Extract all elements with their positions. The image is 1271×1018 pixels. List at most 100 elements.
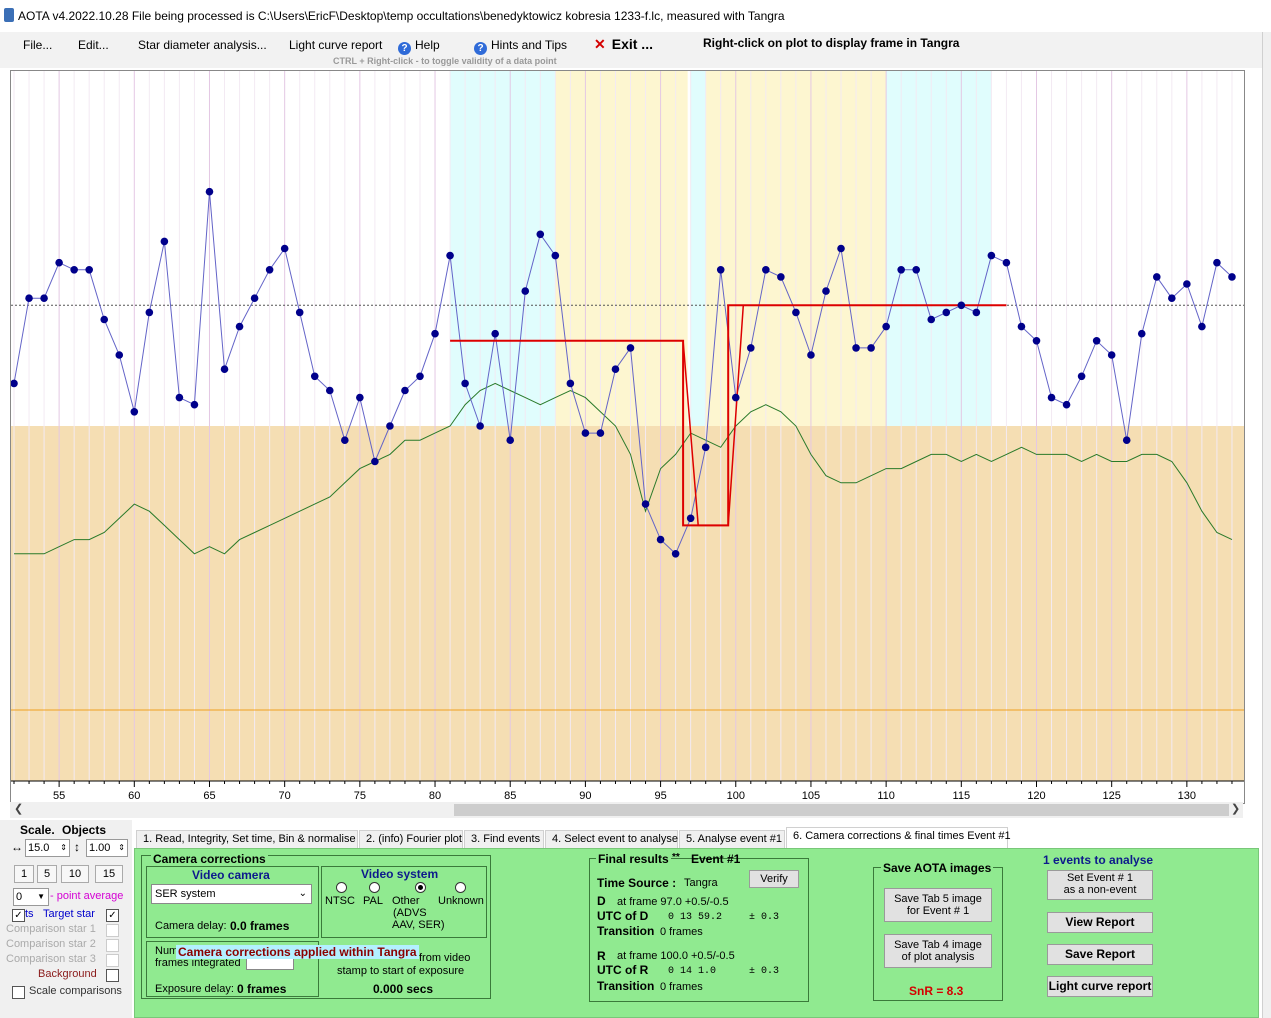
x-tick-label: 100 (727, 790, 745, 802)
data-point (310, 372, 319, 381)
x-tick-label: 120 (1027, 790, 1045, 802)
data-point (461, 379, 469, 388)
menu-help[interactable]: ? Help (398, 38, 440, 55)
scroll-thumb[interactable] (454, 804, 1229, 816)
data-point (190, 400, 199, 409)
save-tab4-button[interactable]: Save Tab 4 image of plot analysis (884, 934, 992, 968)
final-results-title: Final results (596, 852, 671, 866)
set-non-event-line2: as a non-event (1063, 884, 1137, 896)
data-point (822, 287, 830, 295)
scale-comparisons-checkbox[interactable] (12, 986, 25, 999)
tab-camera-corrections[interactable]: 6. Camera corrections & final times Even… (786, 827, 1011, 849)
scroll-left-arrow[interactable]: ❮ (14, 803, 24, 815)
r-label: R (597, 949, 606, 963)
from-video-label-2: stamp to start of exposure (337, 965, 465, 977)
scroll-right-arrow[interactable]: ❯ (1231, 803, 1241, 815)
other-detail-1: (ADVS (393, 907, 427, 919)
light-curve-report-button[interactable]: Light curve report (1047, 976, 1153, 997)
x-tick-label: 85 (504, 790, 516, 802)
title-bar: AOTA v4.2022.10.28 File being processed … (0, 0, 1271, 33)
event-transition-line (682, 305, 745, 527)
utc-d-value: 0 13 59.2 (668, 912, 723, 923)
final-results-group (589, 858, 809, 1002)
save-tab5-button[interactable]: Save Tab 5 image for Event # 1 (884, 888, 992, 922)
comparison-star-1-checkbox[interactable] (106, 924, 119, 937)
tab-read-integrity[interactable]: 1. Read, Integrity, Set time, Bin & norm… (136, 830, 358, 848)
data-point (401, 386, 409, 395)
data-point (55, 258, 63, 267)
num-frames-label-1: Num (155, 945, 179, 957)
final-results-stars: ** (672, 852, 680, 863)
right-edge-strip (1262, 32, 1271, 1018)
menu-light-curve-report[interactable]: Light curve report (289, 38, 383, 52)
plot-scrollbar[interactable]: ❮ ❯ (10, 802, 1243, 818)
search-band (690, 71, 706, 426)
menu-star-diameter[interactable]: Star diameter analysis... (138, 38, 267, 52)
set-non-event-line1: Set Event # 1 (1066, 872, 1134, 884)
point-average-label: - point average (50, 890, 124, 902)
vertical-scale-spinner[interactable]: 1.00 ⇕ (86, 839, 128, 857)
ctrl-hint: CTRL + Right-click - to toggle validity … (333, 56, 557, 66)
comparison-star-3-checkbox[interactable] (106, 954, 119, 967)
target-star-checkbox[interactable]: ✓ (106, 909, 119, 922)
data-point (115, 351, 124, 359)
menu-hints[interactable]: ? Hints and Tips (474, 38, 567, 55)
unknown-radio[interactable] (455, 882, 466, 893)
menu-file[interactable]: File... (23, 38, 53, 52)
scale-button-10[interactable]: 10 (61, 865, 89, 883)
points-checkbox[interactable]: ✓ (12, 909, 25, 922)
menu-exit[interactable]: ✕ Exit ... (594, 36, 653, 53)
data-point (371, 457, 379, 466)
verify-button[interactable]: Verify (749, 870, 799, 888)
data-point (130, 408, 139, 416)
scale-button-1[interactable]: 1 (14, 865, 34, 883)
data-point (641, 500, 650, 508)
ntsc-radio[interactable] (336, 882, 347, 893)
camera-select[interactable]: SER system ⌄ (151, 884, 312, 904)
set-non-event-button[interactable]: Set Event # 1 as a non-event (1047, 870, 1153, 900)
data-point (265, 266, 274, 274)
view-report-button[interactable]: View Report (1047, 912, 1153, 933)
data-point (521, 287, 530, 295)
scale-comparisons-label: Scale comparisons (29, 985, 122, 997)
tab-select-event[interactable]: 4. Select event to analyse (545, 830, 678, 848)
menu-bar: File... Edit... Star diameter analysis..… (0, 32, 1262, 68)
data-point (942, 308, 951, 317)
data-point (747, 344, 755, 352)
horizontal-scale-spinner[interactable]: 15.0 ⇕ (25, 839, 70, 857)
point-average-select[interactable]: 0 ▼ (13, 888, 49, 906)
other-radio[interactable] (415, 882, 426, 893)
video-system-title: Video system (361, 867, 439, 881)
data-point (220, 365, 229, 374)
app-icon (4, 8, 14, 22)
data-point (1213, 258, 1221, 267)
pal-radio[interactable] (369, 882, 380, 893)
event-band (555, 71, 688, 426)
r-transition-value: 0 frames (660, 981, 703, 993)
plot-canvas[interactable]: 55 60 65 70 75 80 85 90 95 100 105 110 115 120 125 130 (11, 71, 1244, 803)
tab-fourier[interactable]: 2. (info) Fourier plot (359, 830, 463, 848)
data-point (431, 329, 439, 338)
menu-help-label: Help (415, 38, 440, 52)
data-point (1062, 400, 1071, 409)
data-point (11, 379, 18, 388)
scale-button-5[interactable]: 5 (37, 865, 57, 883)
save-report-button[interactable]: Save Report (1047, 944, 1153, 965)
tab-find-events[interactable]: 3. Find events (464, 830, 544, 848)
background-checkbox[interactable] (106, 969, 119, 982)
events-count-label: 1 events to analyse (1043, 853, 1154, 867)
scale-button-15[interactable]: 15 (95, 865, 123, 883)
tab-analyse-event[interactable]: 5. Analyse event #1 (679, 830, 785, 848)
comparison-star-2-checkbox[interactable] (106, 939, 119, 952)
save-tab5-line1: Save Tab 5 image (894, 893, 982, 905)
camera-corrections-group (141, 855, 491, 999)
data-point (671, 550, 680, 558)
light-curve-plot[interactable]: 55 60 65 70 75 80 85 90 95 100 105 110 115 120 125 130 (10, 70, 1245, 804)
menu-edit[interactable]: Edit... (78, 38, 109, 52)
video-system-group (321, 866, 487, 938)
objects-label: Objects (62, 823, 107, 837)
d-frame: at frame 97.0 +0.5/-0.5 (617, 896, 729, 908)
data-point (1198, 322, 1206, 331)
data-point (1168, 294, 1176, 302)
x-tick-label: 125 (1102, 790, 1120, 802)
